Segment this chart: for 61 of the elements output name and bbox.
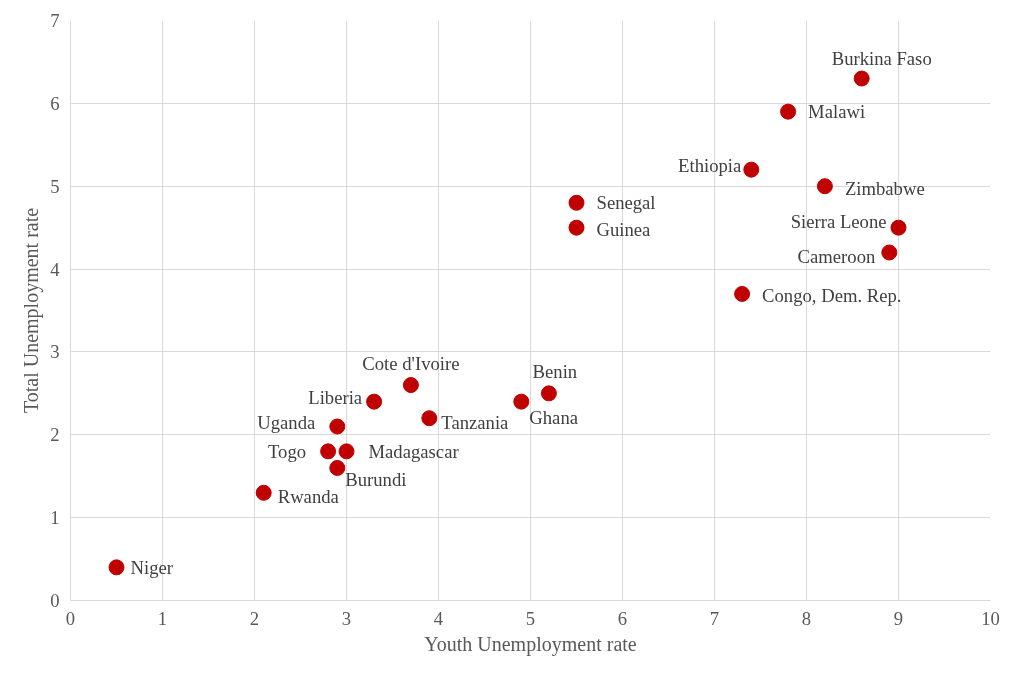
point: [881, 244, 898, 261]
x-tick-label: 9: [893, 607, 904, 629]
x-tick-label: 3: [341, 607, 352, 629]
point: [366, 393, 383, 410]
series-label: Ethiopia: [678, 155, 743, 177]
point: [568, 194, 585, 211]
series-label: Senegal: [596, 192, 656, 214]
series-label: Burkina Faso: [831, 48, 932, 69]
x-axis-title: Youth Unemployment rate: [424, 632, 637, 656]
series-label: Cameroon: [797, 246, 876, 267]
series-label: Benin: [532, 360, 578, 382]
point: [338, 443, 355, 460]
point: [816, 178, 833, 195]
point: [329, 418, 346, 435]
point: [853, 70, 870, 87]
y-tick-label: 7: [50, 10, 60, 31]
y-tick-label: 0: [50, 590, 60, 611]
x-tick-label: 0: [65, 607, 76, 629]
y-tick-label: 2: [50, 424, 60, 446]
y-axis-title: Total Unemployment rate: [20, 207, 44, 414]
point: [734, 285, 751, 302]
series-label: Togo: [268, 440, 307, 462]
x-tick-label: 5: [525, 607, 536, 629]
y-tick-label: 3: [50, 341, 60, 363]
point: [421, 410, 438, 427]
series-label: Ghana: [529, 407, 579, 429]
point: [108, 559, 125, 576]
series-label: Guinea: [596, 219, 652, 241]
series-label: Congo, Dem. Rep.: [762, 285, 902, 307]
series-label: Tanzania: [441, 411, 510, 433]
x-tick-label: 2: [249, 607, 260, 629]
point: [540, 385, 557, 402]
point: [402, 377, 419, 394]
series-label: Niger: [130, 556, 174, 578]
series-label: Zimbabwe: [844, 177, 925, 199]
point: [320, 443, 337, 460]
x-tick-label: 4: [433, 607, 444, 629]
y-tick-label: 4: [50, 258, 61, 280]
series-label: Malawi: [808, 101, 866, 123]
series-label: Rwanda: [277, 486, 340, 508]
series-label: Liberia: [308, 387, 363, 409]
point: [780, 103, 797, 120]
series-label: Sierra Leone: [790, 211, 887, 233]
point: [513, 393, 530, 410]
point: [255, 484, 272, 501]
point: [890, 219, 907, 236]
series-label: Cote d'Ivoire: [362, 352, 460, 374]
x-tick-label: 10: [981, 607, 1000, 629]
y-tick-label: 1: [50, 507, 60, 529]
x-tick-label: 8: [801, 607, 812, 629]
x-tick-label: 1: [157, 607, 168, 629]
point: [568, 219, 585, 236]
x-tick-label: 6: [617, 607, 628, 629]
point: [743, 161, 760, 178]
series-label: Madagascar: [368, 440, 460, 462]
y-tick-label: 6: [50, 92, 60, 114]
series-label: Burundi: [345, 469, 407, 491]
series-label: Uganda: [257, 412, 317, 433]
y-tick-label: 5: [50, 175, 60, 197]
point: [329, 459, 346, 476]
x-tick-label: 7: [709, 607, 720, 629]
